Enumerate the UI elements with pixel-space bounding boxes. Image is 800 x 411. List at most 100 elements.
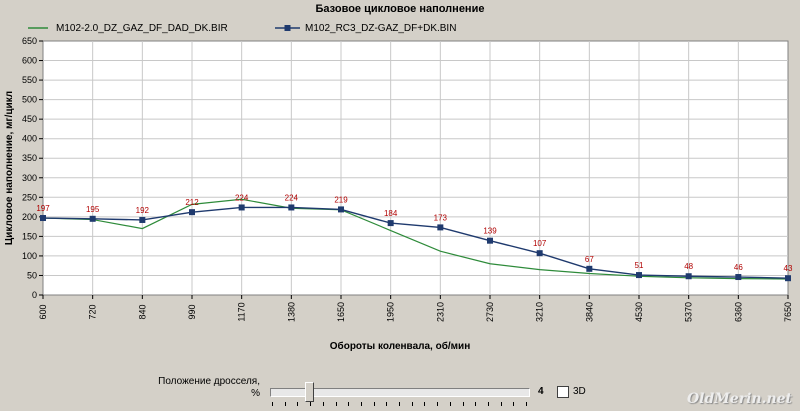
y-tick-labels: 0 50 100 150 200 250 300 350 400 450 500 550 600 650	[22, 36, 43, 300]
y-tick-label: 200	[22, 212, 37, 222]
data-label: 173	[434, 213, 448, 222]
slider-tick	[348, 402, 350, 406]
x-tick-label: 6360	[733, 302, 743, 322]
chart-title: Базовое цикловое наполнение	[316, 3, 485, 15]
x-tick-label: 1170	[237, 302, 247, 321]
y-tick-label: 650	[22, 36, 37, 46]
slider-tick	[475, 402, 477, 406]
x-tick-label: 1380	[286, 302, 296, 322]
y-tick-label: 450	[22, 114, 37, 124]
slider-tick	[322, 402, 324, 406]
x-tick-label: 7650	[783, 302, 793, 322]
data-label: 46	[734, 263, 743, 272]
series-2-point	[238, 204, 245, 211]
data-label: 197	[36, 204, 50, 213]
data-label: 139	[483, 227, 497, 236]
y-tick-label: 50	[27, 270, 37, 280]
y-tick-label: 100	[22, 251, 37, 261]
slider-tick	[462, 402, 464, 406]
y-tick-label: 250	[22, 192, 37, 202]
checkbox-3d[interactable]	[557, 386, 569, 398]
x-tick-label: 4530	[634, 302, 644, 322]
x-tick-label: 2730	[485, 302, 495, 322]
slider-tick	[487, 402, 489, 406]
series-2-point	[785, 275, 791, 282]
y-tick-label: 600	[22, 56, 37, 66]
chart: Базовое цикловое наполнение M102-2.0_DZ_…	[4, 3, 793, 352]
series-2-point	[636, 272, 642, 279]
throttle-label-unit: %	[251, 388, 260, 399]
slider-tick	[297, 402, 299, 406]
series-2-point	[437, 224, 444, 231]
x-tick-label: 600	[38, 304, 48, 319]
y-tick-label: 150	[22, 231, 37, 241]
y-tick-label: 500	[22, 95, 37, 105]
series-2-point	[735, 274, 742, 281]
x-tick-label: 1950	[386, 302, 396, 322]
data-label: 219	[334, 195, 348, 204]
series-2-point	[139, 216, 146, 223]
x-tick-label: 3840	[584, 302, 594, 322]
data-label: 107	[533, 239, 547, 248]
legend-marker-series-2	[284, 25, 291, 31]
y-axis-title: Цикловое наполнение, мг/цикл	[4, 91, 15, 245]
throttle-value: 4	[538, 386, 544, 397]
y-tick-label: 300	[22, 173, 37, 183]
data-label: 43	[784, 264, 793, 273]
data-label: 212	[185, 198, 199, 207]
throttle-panel: Положение дросселя, % 4 3D OldMerin.net	[0, 368, 800, 411]
data-label: 224	[235, 193, 249, 202]
slider-tick	[386, 402, 388, 406]
slider-tick	[437, 402, 439, 406]
series-2-point	[586, 265, 593, 272]
legend-label-series-2: M102_RC3_DZ-GAZ_DF+DK.BIN	[305, 23, 456, 34]
x-axis-title: Обороты коленвала, об/мин	[330, 340, 471, 352]
slider-tick	[335, 402, 337, 406]
data-label: 51	[635, 261, 644, 270]
slider-tick	[272, 402, 273, 406]
slider-tick	[399, 402, 400, 406]
slider-tick	[411, 402, 413, 406]
y-tick-label: 350	[22, 153, 37, 163]
series-2-point	[487, 237, 493, 244]
x-tick-labels: 600 720 840 990 1170 1380 1650 1950 2310 2730 3210…	[38, 295, 793, 322]
throttle-slider-thumb[interactable]	[304, 382, 314, 402]
slider-tick	[500, 402, 502, 406]
slider-tick	[310, 402, 312, 406]
data-label: 184	[384, 209, 398, 218]
checkbox-3d-label: 3D	[573, 386, 586, 397]
x-tick-label: 1650	[336, 302, 346, 322]
slider-tick	[513, 402, 515, 406]
y-tick-label: 400	[22, 134, 37, 144]
data-labels: 197 195 192 212 224 224 219 184 173 139 107 67 51 48 4…	[36, 193, 793, 273]
slider-tick	[449, 402, 451, 406]
y-tick-label: 550	[22, 75, 37, 85]
data-label: 224	[285, 193, 299, 202]
series-2-point	[338, 206, 344, 213]
slider-tick	[424, 402, 426, 406]
legend: M102-2.0_DZ_GAZ_DF_DAD_DK.BIR M102_RC3_D…	[28, 23, 456, 34]
x-tick-label: 5370	[684, 302, 694, 322]
data-label: 192	[136, 206, 150, 215]
x-tick-label: 2310	[435, 302, 445, 322]
slider-tick	[360, 402, 362, 406]
legend-label-series-1: M102-2.0_DZ_GAZ_DF_DAD_DK.BIR	[56, 23, 228, 34]
watermark: OldMerin.net	[686, 391, 792, 407]
slider-tick	[284, 402, 286, 406]
x-tick-label: 720	[88, 304, 98, 319]
data-label: 67	[585, 255, 594, 264]
y-tick-label: 0	[32, 290, 37, 300]
data-label: 195	[86, 205, 100, 214]
series-2-point	[40, 215, 46, 222]
series-2-point	[288, 204, 295, 211]
grid	[43, 41, 788, 295]
throttle-label: Положение дросселя, %	[120, 376, 260, 400]
x-tick-label: 3210	[535, 302, 545, 322]
plot-area	[42, 40, 789, 296]
data-label: 48	[684, 262, 693, 271]
slider-tick	[373, 402, 375, 406]
x-tick-label: 990	[187, 304, 197, 319]
series-2-point	[685, 273, 692, 280]
series-line-2	[42, 206, 789, 279]
throttle-slider-track[interactable]	[270, 388, 530, 397]
